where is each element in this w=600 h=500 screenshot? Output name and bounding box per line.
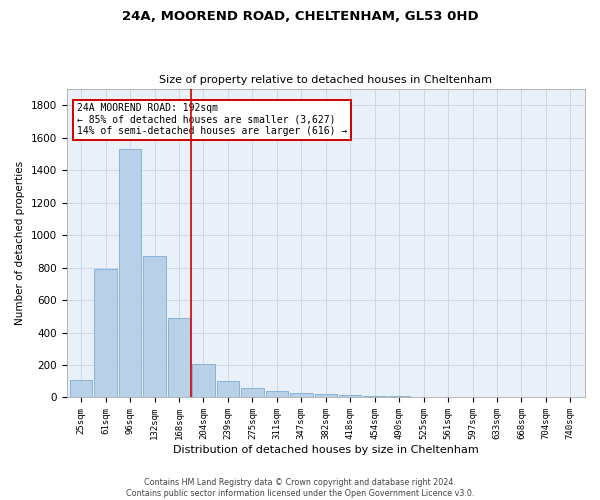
Bar	[559, 396, 581, 398]
Bar	[192, 364, 215, 398]
Bar	[143, 256, 166, 398]
Text: Contains HM Land Registry data © Crown copyright and database right 2024.
Contai: Contains HM Land Registry data © Crown c…	[126, 478, 474, 498]
Bar	[70, 380, 92, 398]
Bar	[339, 394, 361, 398]
Bar	[388, 396, 410, 398]
Bar	[437, 397, 459, 398]
Bar	[119, 149, 142, 398]
X-axis label: Distribution of detached houses by size in Cheltenham: Distribution of detached houses by size …	[173, 445, 479, 455]
Title: Size of property relative to detached houses in Cheltenham: Size of property relative to detached ho…	[159, 76, 492, 86]
Y-axis label: Number of detached properties: Number of detached properties	[15, 161, 25, 326]
Bar	[168, 318, 190, 398]
Text: 24A MOOREND ROAD: 192sqm
← 85% of detached houses are smaller (3,627)
14% of sem: 24A MOOREND ROAD: 192sqm ← 85% of detach…	[77, 103, 347, 136]
Bar	[290, 393, 313, 398]
Bar	[241, 388, 263, 398]
Bar	[94, 269, 117, 398]
Bar	[217, 381, 239, 398]
Text: 24A, MOOREND ROAD, CHELTENHAM, GL53 0HD: 24A, MOOREND ROAD, CHELTENHAM, GL53 0HD	[122, 10, 478, 23]
Bar	[412, 396, 435, 398]
Bar	[314, 394, 337, 398]
Bar	[461, 397, 484, 398]
Bar	[364, 396, 386, 398]
Bar	[266, 392, 288, 398]
